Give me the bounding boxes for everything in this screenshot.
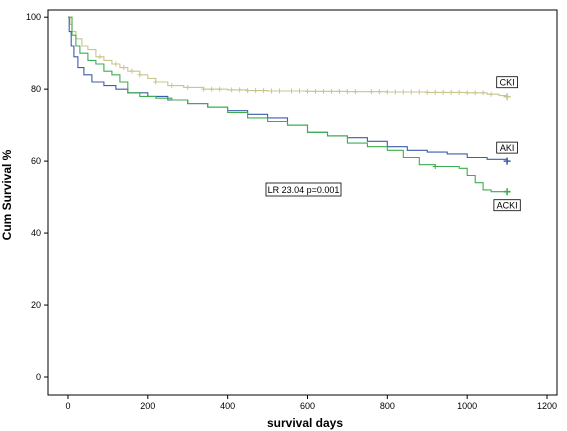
- censor-mark-cki: [289, 88, 295, 94]
- censor-mark-cki: [129, 68, 135, 74]
- x-tick-label: 800: [380, 401, 395, 411]
- y-tick-label: 40: [31, 228, 41, 238]
- censor-mark-cki: [464, 90, 470, 96]
- label-layer: CKI AKI ACKI: [493, 76, 521, 212]
- censor-mark-cki: [408, 89, 414, 95]
- series-label-cki: CKI: [496, 76, 518, 89]
- censor-mark-acki: [432, 164, 438, 170]
- censor-mark-cki: [368, 89, 374, 95]
- censor-mark-cki: [261, 88, 267, 94]
- censor-mark-cki: [209, 86, 215, 92]
- censor-mark-aki: [503, 157, 511, 165]
- censor-mark-cki: [121, 65, 127, 71]
- series-label-text-acki: ACKI: [497, 201, 518, 211]
- x-tick-label: 1200: [537, 401, 557, 411]
- censor-mark-cki: [488, 91, 494, 97]
- x-tick-label: 1000: [457, 401, 477, 411]
- censor-mark-cki: [480, 90, 486, 96]
- series-label-text-cki: CKI: [500, 78, 515, 88]
- censor-mark-cki: [472, 90, 478, 96]
- censor-mark-cki: [344, 89, 350, 95]
- series-label-acki: ACKI: [493, 199, 521, 212]
- series-label-frame-cki: [496, 76, 518, 89]
- censor-mark-cki: [320, 88, 326, 94]
- series-label-text-aki: AKI: [500, 143, 515, 153]
- censor-mark-cki: [229, 87, 235, 93]
- censor-mark-cki: [137, 72, 143, 78]
- censor-mark-cki: [424, 89, 430, 95]
- censor-mark-cki: [304, 88, 310, 94]
- censor-mark-cki: [400, 89, 406, 95]
- censor-mark-cki: [153, 79, 159, 85]
- y-tick-label: 0: [36, 372, 41, 382]
- y-tick-label: 100: [26, 12, 41, 22]
- series-line-aki: [68, 16, 508, 162]
- censor-mark-cki: [245, 88, 251, 94]
- x-tick-label: 0: [65, 401, 70, 411]
- censor-mark-cki: [416, 89, 422, 95]
- censor-mark-cki: [97, 54, 103, 60]
- censor-mark-cki: [376, 89, 382, 95]
- censor-mark-cki: [253, 88, 259, 94]
- y-tick-label: 60: [31, 156, 41, 166]
- annotation-text: LR 23.04 p=0.001: [268, 185, 340, 195]
- y-axis-title: Cum Survival %: [0, 149, 14, 240]
- y-tick-label: 80: [31, 84, 41, 94]
- censor-mark-cki: [201, 86, 207, 92]
- series-label-frame-aki: [496, 141, 518, 154]
- censor-mark-cki: [217, 86, 223, 92]
- censor-mark-cki: [456, 89, 462, 95]
- series-layer: [68, 16, 511, 196]
- censor-mark-cki: [384, 89, 390, 95]
- censor-mark-acki: [503, 188, 511, 196]
- censor-mark-cki: [113, 61, 119, 67]
- censor-mark-cki: [336, 88, 342, 94]
- y-tick-label: 20: [31, 300, 41, 310]
- censor-mark-cki: [448, 89, 454, 95]
- censor-mark-cki: [432, 89, 438, 95]
- censor-mark-cki: [297, 88, 303, 94]
- series-label-aki: AKI: [496, 141, 518, 154]
- censor-mark-cki: [185, 84, 191, 90]
- censor-mark-cki: [269, 88, 275, 94]
- x-tick-label: 600: [300, 401, 315, 411]
- series-line-cki: [68, 16, 508, 97]
- censor-mark-cki: [392, 89, 398, 95]
- censor-mark-cki: [277, 88, 283, 94]
- annotation-box: LR 23.04 p=0.001: [265, 182, 342, 197]
- censor-mark-cki: [440, 89, 446, 95]
- series-line-acki: [68, 16, 508, 193]
- axis-layer: 0 200 400 600 800 1000 1200 0 20 40 60 80 100: [26, 12, 557, 411]
- x-axis-title: survival days: [267, 416, 343, 430]
- censor-mark-cki: [352, 89, 358, 95]
- censor-mark-cki: [237, 87, 243, 93]
- annotation-frame: [265, 182, 342, 197]
- censor-mark-cki: [312, 88, 318, 94]
- x-tick-label: 200: [140, 401, 155, 411]
- series-label-frame-acki: [493, 199, 521, 212]
- plot-frame: [47, 9, 558, 396]
- censor-mark-cki: [169, 83, 175, 89]
- censor-mark-cki: [503, 93, 511, 101]
- censor-mark-cki: [328, 88, 334, 94]
- x-tick-label: 400: [220, 401, 235, 411]
